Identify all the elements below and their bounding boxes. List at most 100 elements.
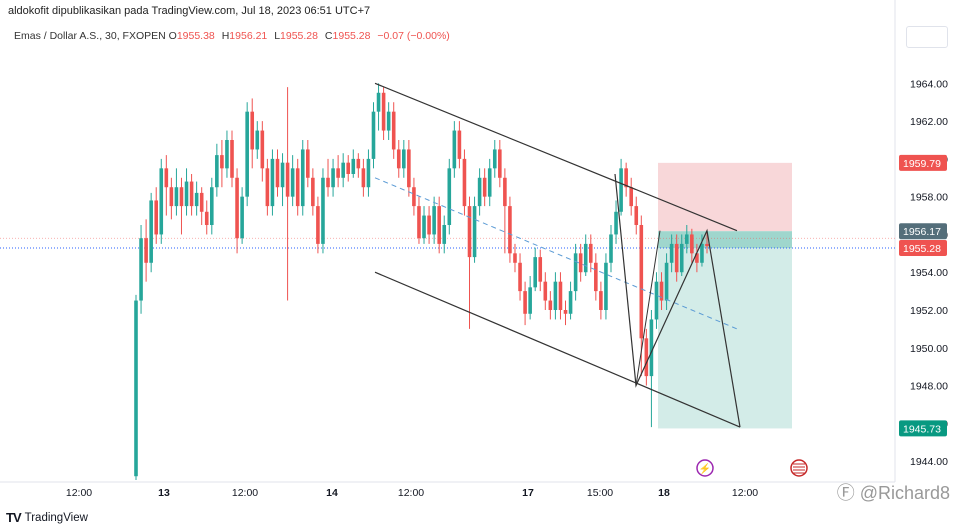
candle-body [316,206,320,244]
indicator-button[interactable] [906,26,948,48]
y-tick-label: 1962.00 [910,116,948,128]
candle-body [674,243,679,273]
price-tag-box [899,154,947,171]
candle-body [563,310,568,314]
candle-body [573,253,578,292]
candle-body [351,158,356,174]
candle-body [290,168,295,197]
candle-body [260,130,265,169]
candle-body [609,234,613,263]
candle-body [331,168,335,188]
candle-body [144,238,148,263]
candle-body [679,243,684,273]
candle-body [209,187,214,225]
candle-body [407,149,411,188]
candle-body [417,206,421,239]
candle-body [336,168,340,178]
candle-body [402,149,406,169]
lightning-icon [696,459,714,477]
x-tick-label: 12:00 [732,487,758,499]
candle-body [306,149,310,178]
candle-body [240,196,244,239]
candle-body [498,149,502,178]
ohlc-legend: Emas / Dollar A.S., 30, FXOPEN O1955.38 … [14,30,454,42]
candle-body [265,168,270,207]
close-value: 1955.28 [332,30,371,42]
candle-body [629,187,634,207]
x-tick-label: 12:00 [66,487,92,499]
open-label: O [168,30,177,42]
candle-body [204,211,209,225]
candle-body [568,291,573,314]
candle-body [376,92,381,112]
price-tag-label: 1956.17 [903,226,941,238]
candle-body [487,168,492,197]
change-value: −0.07 (−0.00%) [377,30,450,42]
candle-body [184,181,189,207]
x-tick-label: 13 [158,487,170,499]
candle-body [381,92,386,131]
candle-body [538,257,543,282]
publish-caption: aldokofit dipublikasikan pada TradingVie… [8,5,371,17]
y-tick-label: 1964.00 [910,78,948,90]
pattern-leg [635,230,661,386]
candle-body [250,111,255,150]
candle-body [285,162,290,197]
y-tick-label: 1948.00 [910,381,948,393]
candle-body [649,319,654,377]
candle-body [508,206,512,254]
candle-body [356,158,361,169]
candle-body [690,234,694,254]
candle-body [594,262,598,292]
candle-body [639,225,644,339]
y-tick-label: 1958.00 [910,192,948,204]
candle-body [321,177,325,244]
candle-body [583,243,588,273]
candle-body [528,287,532,314]
low-label: L [274,30,281,42]
candle-body [245,111,249,197]
tradingview-logo-icon: TV [6,510,22,525]
candle-body [386,111,391,131]
watermark: Ⓕ @Richard8 [836,483,950,503]
y-tick-label: 1954.00 [910,267,948,279]
x-tick-label: 12:00 [398,487,424,499]
x-tick-label: 18 [658,487,670,499]
candle-body [614,211,618,235]
candle-body [619,168,623,212]
open-value: 1955.38 [176,30,215,42]
candle-body [437,206,441,244]
candle-body [457,130,462,159]
candle-body [442,225,447,244]
candle-body [396,149,401,169]
candle-body [654,281,659,320]
candle-body [346,162,351,174]
x-tick-label: 15:00 [587,487,613,499]
candle-body [225,140,229,169]
candle-body [447,168,452,225]
candle-body [295,168,300,207]
price-tag-label: 1955.28 [903,243,941,255]
candle-body [159,168,164,235]
candle-body [624,168,628,188]
price-tag-label: 1945.73 [903,423,941,435]
candle-body [695,253,699,263]
price-tag-box [899,420,947,437]
candle-body [371,111,376,159]
candle-body [684,234,689,244]
y-tick-label: 1950.00 [910,343,948,355]
price-tag-box [899,240,947,257]
channel-upper-line [374,82,738,232]
candle-body [669,243,674,263]
candle-body [280,162,285,188]
candle-body [341,162,345,178]
candle-body [644,338,649,377]
y-tick-label: 1952.00 [910,305,948,317]
candle-body [482,177,487,197]
candle-body [705,243,709,247]
candle-body [199,192,204,212]
candle-body [179,187,184,207]
candle-body [326,177,330,188]
candle-body [311,177,315,207]
